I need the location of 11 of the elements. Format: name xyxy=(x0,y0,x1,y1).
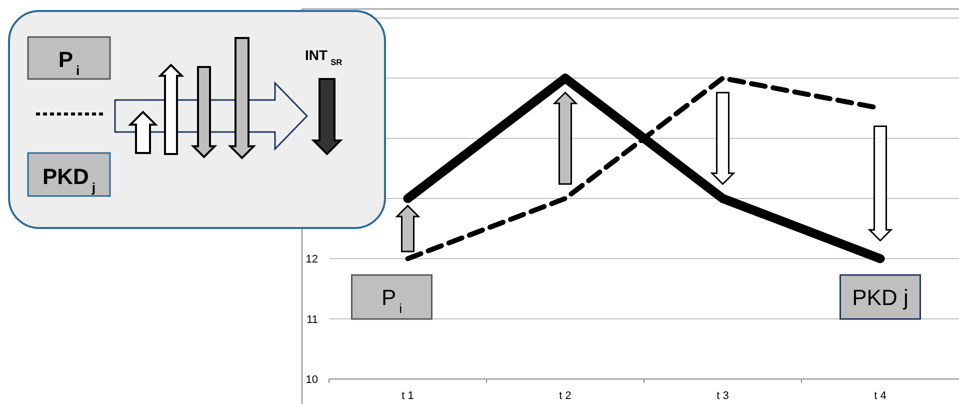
y-tick-label: 11 xyxy=(306,314,318,326)
y-tick-label: 10 xyxy=(306,374,318,386)
diagram-panel: P$_{i}$ PKD$_{j}$ INT$_{SR}$ xyxy=(8,10,386,229)
x-tick-label: t 2 xyxy=(559,390,572,402)
annotation: INT$_{SR}$ xyxy=(305,47,342,67)
annotation: P$_{i}$ xyxy=(381,285,402,316)
x-tick-label: t 3 xyxy=(716,390,729,402)
x-tick-label: t 4 xyxy=(874,390,886,402)
x-tick-label: t 1 xyxy=(402,390,414,402)
annotation: PKD j xyxy=(852,285,908,310)
y-tick-label: 12 xyxy=(306,254,318,266)
